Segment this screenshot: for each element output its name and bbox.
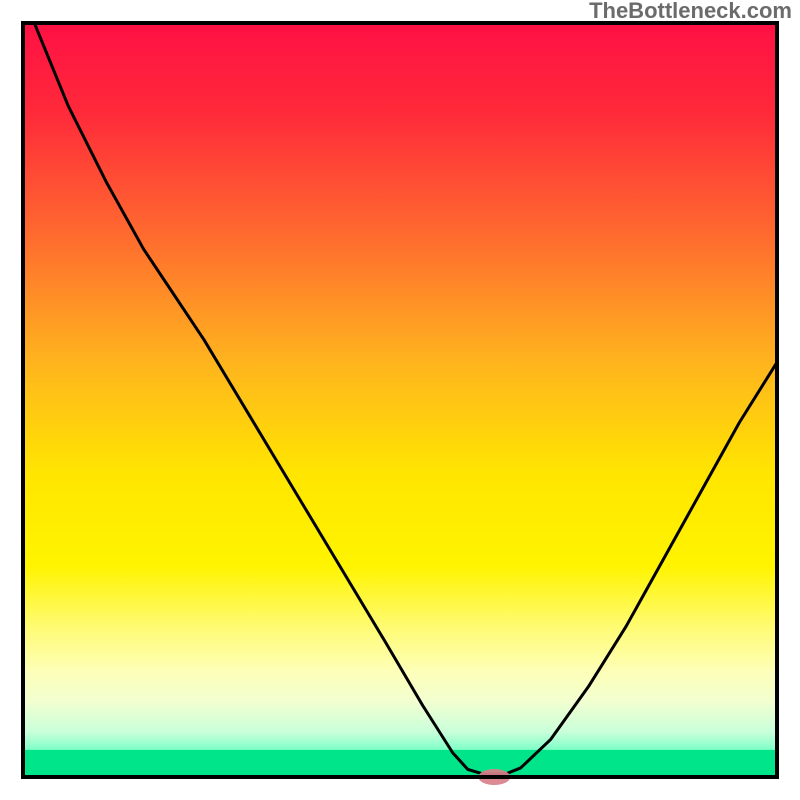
plot-background <box>23 23 777 777</box>
bottleneck-chart: TheBottleneck.com <box>0 0 800 800</box>
plot-area <box>23 23 777 785</box>
green-band <box>23 750 777 777</box>
watermark-label: TheBottleneck.com <box>589 0 792 23</box>
